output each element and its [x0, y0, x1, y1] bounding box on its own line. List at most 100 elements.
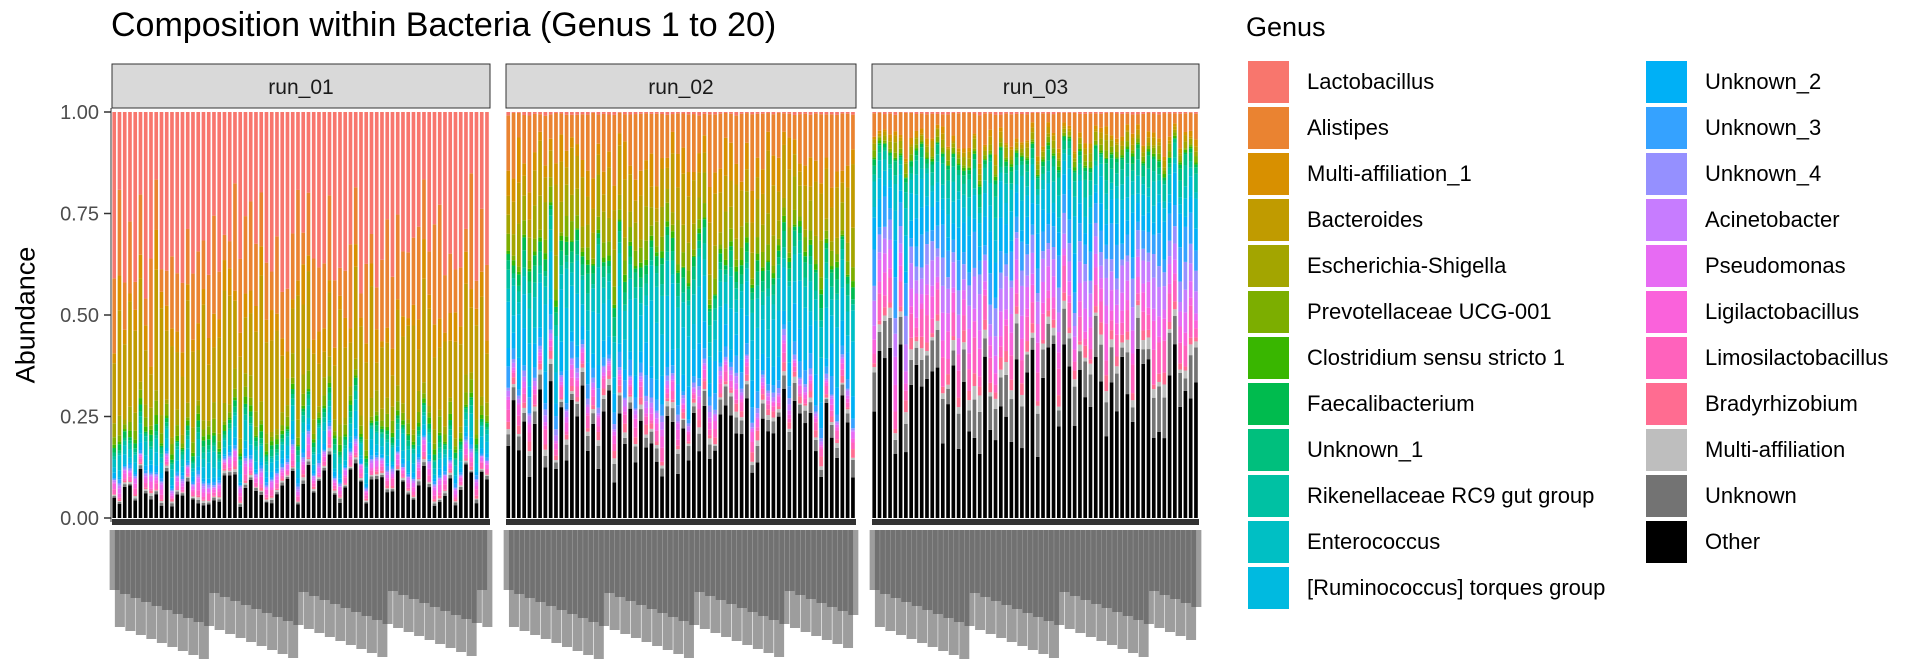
- bar-segment: [633, 444, 638, 447]
- bar-segment: [259, 487, 264, 491]
- bar-segment: [306, 192, 311, 256]
- bar-segment: [877, 143, 882, 146]
- bar-segment: [644, 112, 648, 114]
- bar-segment: [479, 424, 484, 427]
- bar-segment: [1120, 334, 1124, 343]
- x-tick-label-block: [784, 530, 795, 591]
- bar-segment: [343, 477, 348, 484]
- bar-segment: [882, 196, 887, 227]
- bar-segment: [745, 242, 749, 252]
- y-tick-label: 1.00: [60, 102, 99, 124]
- bar-segment: [1167, 332, 1172, 376]
- bar-segment: [448, 460, 453, 463]
- bar-segment: [1130, 170, 1135, 182]
- bar-segment: [1178, 372, 1182, 407]
- bar-segment: [343, 485, 348, 488]
- bar-segment: [1167, 202, 1172, 214]
- bar-segment: [322, 461, 327, 466]
- bar-segment: [676, 348, 680, 385]
- bar-segment: [395, 469, 400, 470]
- bar-segment: [390, 468, 395, 472]
- bar-segment: [591, 258, 595, 264]
- x-tick-label-block: [1091, 530, 1102, 604]
- bar-segment: [813, 374, 818, 406]
- bar-segment: [154, 490, 159, 492]
- bar-segment: [977, 180, 982, 185]
- bar-segment: [479, 468, 484, 469]
- bar-segment: [707, 325, 712, 343]
- bar-segment: [243, 466, 248, 475]
- bar-segment: [930, 241, 935, 261]
- bar-segment: [1141, 330, 1146, 341]
- x-tick-label-block: [1096, 530, 1107, 641]
- bar-segment: [175, 476, 180, 478]
- bar-segment: [829, 286, 834, 300]
- bar-segment: [138, 112, 143, 195]
- bar-segment: [803, 185, 808, 230]
- bar-segment: [154, 474, 159, 476]
- bar-segment: [1120, 259, 1124, 266]
- bar-segment: [882, 159, 887, 171]
- bar-segment: [1125, 141, 1130, 147]
- bar-segment: [359, 465, 363, 469]
- bar-segment: [575, 386, 580, 398]
- bar-segment: [925, 114, 929, 139]
- bar-segment: [1062, 233, 1066, 249]
- bar-segment: [511, 273, 516, 279]
- bar-segment: [1078, 163, 1082, 175]
- bar-segment: [607, 358, 611, 362]
- bar-segment: [697, 112, 702, 116]
- bar-segment: [988, 144, 993, 151]
- bar-segment: [112, 363, 117, 424]
- bar-segment: [638, 277, 643, 288]
- bar-segment: [411, 477, 416, 480]
- bar-segment: [522, 220, 527, 235]
- bar-segment: [935, 113, 940, 125]
- bar-segment: [359, 455, 363, 459]
- bar-segment: [755, 157, 760, 178]
- bar-segment: [548, 205, 553, 210]
- bar-segment: [149, 407, 153, 426]
- bar-segment: [776, 310, 781, 357]
- bar-segment: [654, 423, 659, 431]
- bar-segment: [1072, 325, 1077, 337]
- bar-segment: [374, 460, 379, 467]
- bar-segment: [623, 437, 627, 444]
- bar-segment: [522, 381, 527, 388]
- bar-segment: [638, 315, 643, 352]
- bar-segment: [1078, 203, 1082, 224]
- bar-segment: [522, 421, 527, 518]
- x-tick-label-block: [403, 530, 414, 632]
- bar-segment: [962, 194, 966, 208]
- bar-segment: [222, 473, 227, 476]
- x-tick-label-block: [752, 530, 763, 649]
- bar-segment: [290, 405, 295, 421]
- bar-segment: [803, 251, 808, 257]
- bar-segment: [1083, 113, 1088, 144]
- bar-segment: [296, 455, 300, 462]
- bar-segment: [117, 479, 122, 484]
- bar-segment: [296, 483, 300, 487]
- bar-segment: [254, 490, 258, 518]
- bar-segment: [128, 462, 132, 465]
- bar-segment: [993, 154, 998, 161]
- bar-segment: [638, 420, 643, 518]
- bar-segment: [829, 422, 834, 425]
- bar-segment: [628, 114, 633, 166]
- bar-segment: [1115, 223, 1119, 245]
- bar-segment: [217, 458, 222, 462]
- bar-segment: [474, 498, 479, 500]
- bar-segment: [196, 456, 201, 467]
- bar-segment: [1167, 240, 1172, 257]
- bar-segment: [601, 303, 606, 341]
- bar-segment: [170, 498, 174, 500]
- bar-segment: [437, 452, 442, 459]
- bar-segment: [143, 404, 148, 418]
- bar-segment: [554, 336, 558, 373]
- bar-segment: [888, 151, 892, 153]
- bar-segment: [133, 112, 138, 282]
- bar-segment: [585, 384, 590, 399]
- bar-segment: [280, 444, 285, 451]
- bar-segment: [776, 250, 781, 258]
- x-tick-label-block: [277, 530, 288, 654]
